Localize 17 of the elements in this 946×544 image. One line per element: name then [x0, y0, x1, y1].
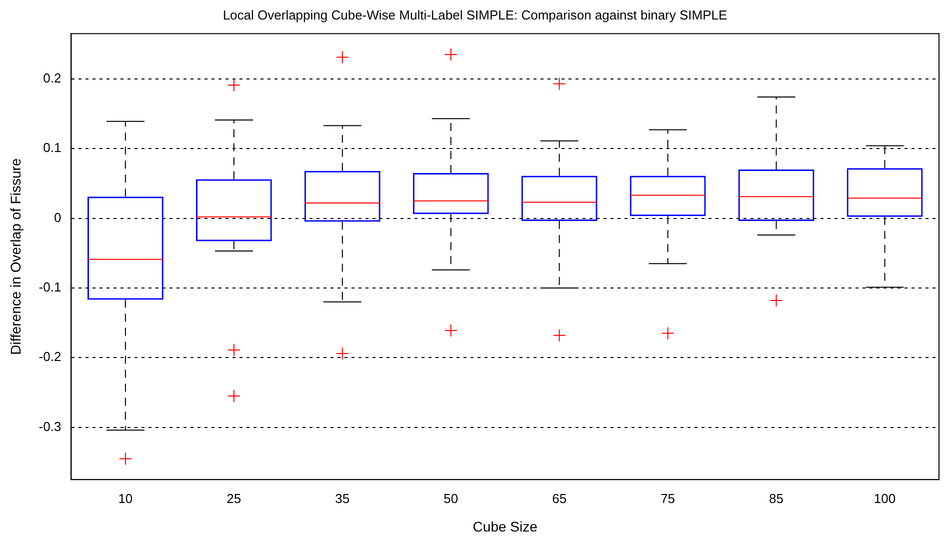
y-tick-label: -0.3 [38, 418, 62, 434]
x-tick-label: 50 [444, 490, 458, 506]
y-axis-title: Difference in Overlap of Fissure [7, 158, 24, 355]
x-tick-label: 75 [660, 490, 676, 506]
x-tick-label: 85 [769, 490, 784, 506]
y-tick-label: 0.2 [43, 70, 62, 86]
x-tick-label: 65 [552, 490, 567, 506]
x-tick-label: 10 [118, 490, 133, 506]
y-tick-label: 0 [54, 210, 62, 225]
y-tick-label: 0.1 [43, 140, 62, 156]
y-tick-label: -0.2 [38, 349, 62, 364]
y-tick-label: -0.1 [38, 280, 62, 295]
chart-title: Local Overlapping Cube-Wise Multi-Label SIMPLE: Comparison against binary SIMPLE [222, 7, 728, 22]
x-tick-label: 25 [226, 490, 242, 506]
x-axis-title: Cube Size [472, 518, 538, 534]
x-tick-label: 100 [874, 490, 896, 506]
x-tick-label: 35 [335, 490, 350, 506]
